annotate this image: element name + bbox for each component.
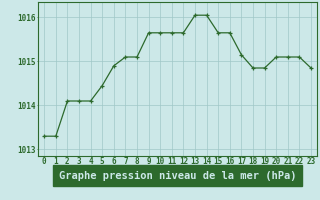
X-axis label: Graphe pression niveau de la mer (hPa): Graphe pression niveau de la mer (hPa) — [59, 171, 296, 181]
